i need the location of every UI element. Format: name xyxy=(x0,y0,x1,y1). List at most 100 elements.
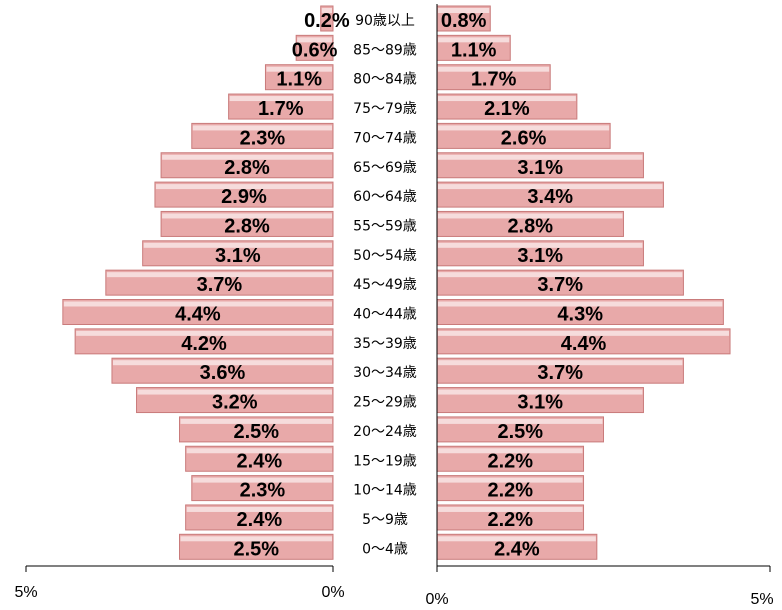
category-labels-group: 0～4歳 5～9歳 10～14歳 15～19歳 20～24歳 25～29歳 30～34歳 35… xyxy=(353,13,417,557)
right-bar-label-3: 2.2% xyxy=(487,450,533,472)
right-bar-highlight-0 xyxy=(438,536,596,542)
left-bar-label-9: 3.7% xyxy=(197,274,243,296)
left-bar-highlight-14 xyxy=(192,125,332,131)
right-axis-tick-label-1: 5% xyxy=(750,591,773,608)
left-axis-tick-label-0: 5% xyxy=(14,584,37,601)
left-bar-label-17: 0.6% xyxy=(292,39,338,61)
left-bar-label-0: 2.5% xyxy=(233,538,279,560)
right-bar-highlight-17 xyxy=(438,37,510,43)
right-bar-highlight-18 xyxy=(438,8,490,13)
age-group-label-14: 70～74歳 xyxy=(353,130,417,146)
left-bar-label-12: 2.9% xyxy=(221,186,267,208)
right-bar-label-7: 4.4% xyxy=(561,333,607,355)
left-axis-tick-label-1: 0% xyxy=(321,584,344,601)
right-bar-label-14: 2.6% xyxy=(501,127,547,149)
right-axis-tick-label-0: 0% xyxy=(425,591,448,608)
left-bar-highlight-8 xyxy=(63,301,333,307)
right-bars-group: 2.4% 2.2% 2.2% 2.2% 2.5% 3.1% 3.7% 4.4% 4.3% 3.7%… xyxy=(436,5,731,560)
right-bar-highlight-14 xyxy=(438,125,610,131)
age-group-label-7: 35～39歳 xyxy=(353,336,417,352)
age-group-label-10: 50～54歳 xyxy=(353,248,417,264)
left-bar-highlight-10 xyxy=(143,242,332,248)
right-axis: 0% 5% xyxy=(425,4,774,608)
right-bar-label-18: 0.8% xyxy=(441,10,487,32)
left-bar-highlight-18 xyxy=(321,8,332,13)
age-group-label-16: 80～84歳 xyxy=(353,72,417,88)
left-bar-label-5: 3.2% xyxy=(212,392,258,414)
right-bar-label-4: 2.5% xyxy=(497,421,543,443)
left-bar-highlight-17 xyxy=(297,37,332,43)
right-bar-highlight-8 xyxy=(438,301,723,307)
left-bar-label-7: 4.2% xyxy=(181,333,227,355)
left-bar-highlight-5 xyxy=(137,389,332,395)
left-bar-highlight-11 xyxy=(162,213,332,219)
age-group-label-1: 5～9歳 xyxy=(362,512,408,528)
left-bar-highlight-1 xyxy=(186,506,332,512)
left-bar-label-18: 0.2% xyxy=(304,10,350,32)
left-bar-label-3: 2.4% xyxy=(237,450,283,472)
right-bar-highlight-13 xyxy=(438,154,643,160)
right-bar-highlight-5 xyxy=(438,389,643,395)
left-bars-group: 2.5% 2.4% 2.3% 2.4% 2.5% 3.2% 3.6% 4.2% 4.4% 3.7%… xyxy=(62,5,350,560)
age-group-label-8: 40～44歳 xyxy=(353,307,417,323)
left-bar-label-14: 2.3% xyxy=(240,127,286,149)
right-bar-label-12: 3.4% xyxy=(527,186,573,208)
left-bar-label-10: 3.1% xyxy=(215,245,261,267)
left-bar-highlight-15 xyxy=(229,96,332,102)
right-bar-label-1: 2.2% xyxy=(487,509,533,531)
right-bar-highlight-7 xyxy=(438,330,730,336)
age-group-label-13: 65～69歳 xyxy=(353,160,417,176)
right-bar-highlight-6 xyxy=(438,360,683,366)
age-group-label-4: 20～24歳 xyxy=(353,424,417,440)
right-bar-highlight-3 xyxy=(438,448,583,454)
left-bar-highlight-7 xyxy=(76,330,333,336)
left-axis: 5% 0% xyxy=(14,565,345,601)
right-bar-label-15: 2.1% xyxy=(484,98,530,120)
right-bar-label-0: 2.4% xyxy=(494,538,540,560)
age-group-label-5: 25～29歳 xyxy=(353,395,417,411)
age-group-label-3: 15～19歳 xyxy=(353,453,417,469)
right-bar-highlight-10 xyxy=(438,242,643,248)
age-group-label-12: 60～64歳 xyxy=(353,189,417,205)
left-bar-label-13: 2.8% xyxy=(224,157,270,179)
right-bar-highlight-4 xyxy=(438,418,603,424)
left-bar-highlight-9 xyxy=(106,272,332,278)
right-bar-label-17: 1.1% xyxy=(451,39,497,61)
age-group-label-15: 75～79歳 xyxy=(353,101,417,117)
left-bar-highlight-12 xyxy=(155,184,332,190)
right-bar-label-5: 3.1% xyxy=(517,392,563,414)
right-bar-label-10: 3.1% xyxy=(517,245,563,267)
left-bar-label-4: 2.5% xyxy=(233,421,279,443)
right-bar-highlight-12 xyxy=(438,184,663,190)
left-bar-highlight-2 xyxy=(192,477,332,483)
right-bar-label-13: 3.1% xyxy=(517,157,563,179)
right-bar-label-11: 2.8% xyxy=(507,215,553,237)
right-bar-label-16: 1.7% xyxy=(471,69,517,91)
age-group-label-11: 55～59歳 xyxy=(353,218,417,234)
age-group-label-9: 45～49歳 xyxy=(353,277,417,293)
left-bar-label-1: 2.4% xyxy=(237,509,283,531)
right-bar-label-6: 3.7% xyxy=(537,362,583,384)
right-bar-highlight-11 xyxy=(438,213,623,219)
left-bar-label-11: 2.8% xyxy=(224,215,270,237)
right-bar-highlight-1 xyxy=(438,506,583,512)
left-bar-highlight-13 xyxy=(162,154,332,160)
left-bar-highlight-4 xyxy=(180,418,332,424)
age-group-label-17: 85～89歳 xyxy=(353,42,417,58)
left-bar-highlight-6 xyxy=(112,360,333,366)
right-bar-label-2: 2.2% xyxy=(487,480,533,502)
left-bar-label-2: 2.3% xyxy=(240,480,286,502)
left-bar-label-8: 4.4% xyxy=(175,304,221,326)
left-bar-label-15: 1.7% xyxy=(258,98,304,120)
left-bar-label-16: 1.1% xyxy=(276,69,322,91)
age-group-label-2: 10～14歳 xyxy=(353,483,417,499)
left-bar-highlight-16 xyxy=(266,66,332,72)
right-bar-label-9: 3.7% xyxy=(537,274,583,296)
left-bar-label-6: 3.6% xyxy=(200,362,246,384)
right-bar-label-8: 4.3% xyxy=(557,304,603,326)
age-group-label-0: 0～4歳 xyxy=(362,541,408,557)
left-bar-highlight-3 xyxy=(186,448,332,454)
right-bar-highlight-9 xyxy=(438,272,683,278)
right-bar-highlight-2 xyxy=(438,477,583,483)
